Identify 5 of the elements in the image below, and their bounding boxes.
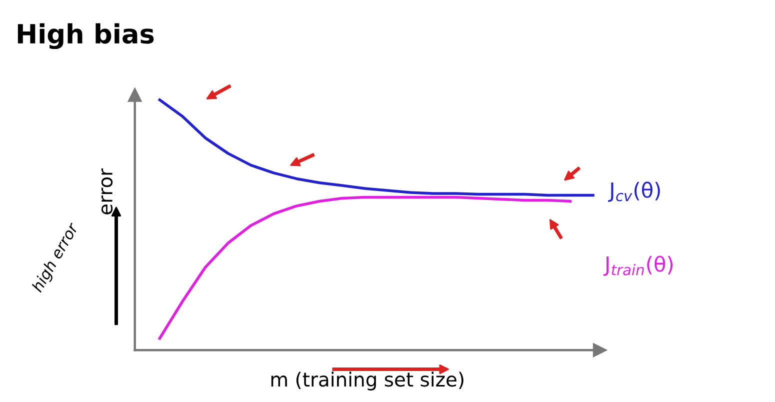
y-axis-title: error bbox=[101, 168, 113, 214]
chart-title: High bias bbox=[18, 23, 154, 50]
text: J$_{train}$(θ) bbox=[603, 256, 673, 276]
x-axis-title: m (training set size) bbox=[271, 372, 464, 390]
series-label: J$_{cv}$(θ) bbox=[608, 182, 660, 202]
